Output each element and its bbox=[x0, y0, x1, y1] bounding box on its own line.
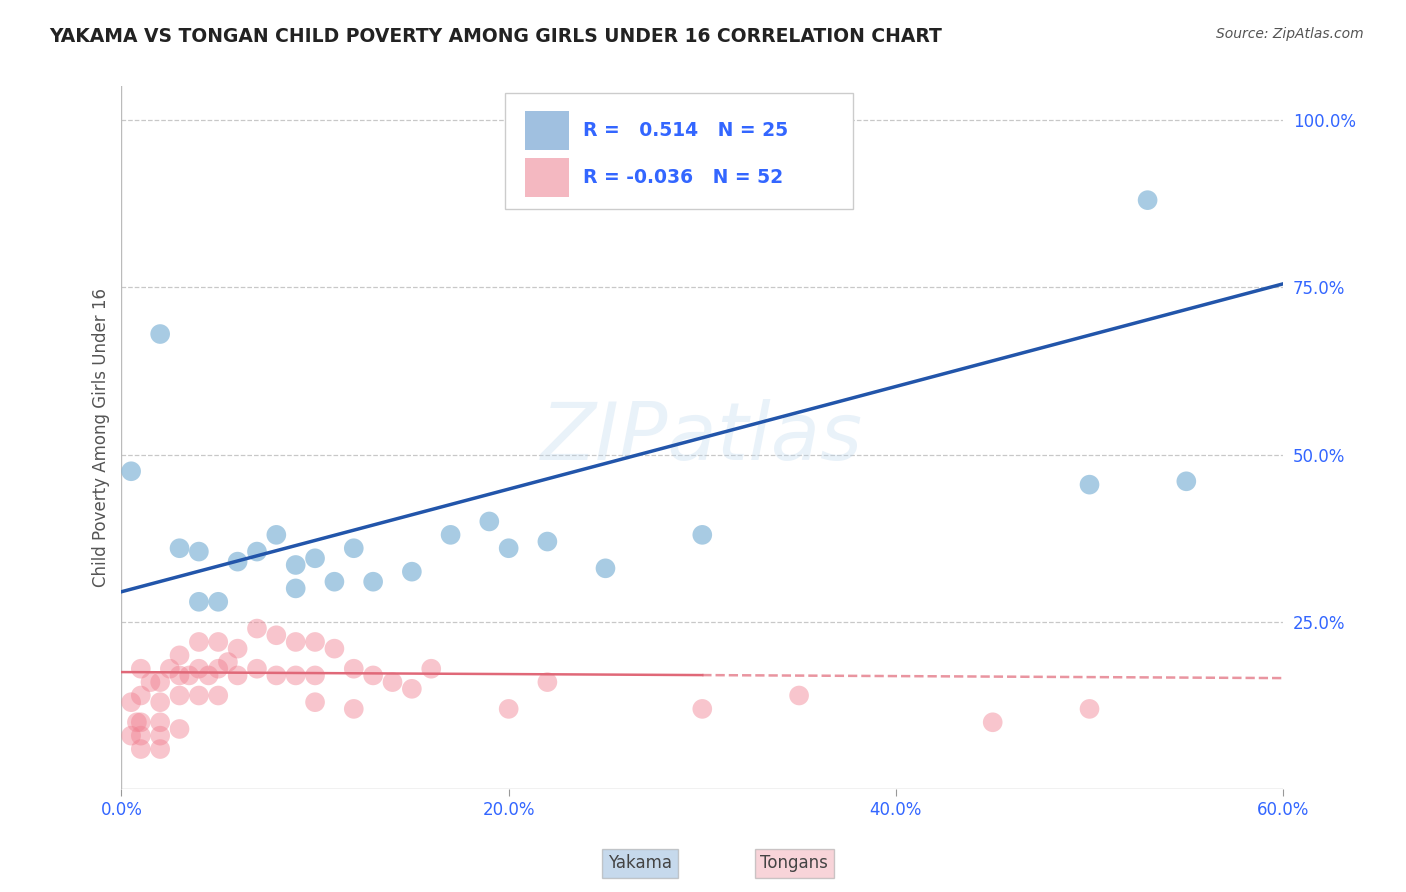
Text: YAKAMA VS TONGAN CHILD POVERTY AMONG GIRLS UNDER 16 CORRELATION CHART: YAKAMA VS TONGAN CHILD POVERTY AMONG GIR… bbox=[49, 27, 942, 45]
Point bbox=[343, 702, 366, 716]
Point bbox=[284, 558, 307, 572]
Point bbox=[217, 655, 239, 669]
Point bbox=[207, 635, 229, 649]
Point bbox=[169, 541, 191, 556]
Point bbox=[323, 574, 346, 589]
Text: Source: ZipAtlas.com: Source: ZipAtlas.com bbox=[1216, 27, 1364, 41]
Point bbox=[981, 715, 1004, 730]
Point bbox=[787, 689, 810, 703]
Point bbox=[129, 742, 152, 756]
Text: R =   0.514   N = 25: R = 0.514 N = 25 bbox=[582, 121, 787, 140]
Point bbox=[226, 555, 249, 569]
Point bbox=[401, 681, 423, 696]
Point bbox=[129, 662, 152, 676]
Point bbox=[149, 742, 172, 756]
Point bbox=[361, 574, 384, 589]
Point bbox=[343, 541, 366, 556]
Point bbox=[149, 729, 172, 743]
Point bbox=[284, 668, 307, 682]
Point bbox=[1175, 475, 1198, 489]
Text: R = -0.036   N = 52: R = -0.036 N = 52 bbox=[582, 169, 783, 187]
Point bbox=[187, 595, 209, 609]
Point bbox=[343, 662, 366, 676]
Point bbox=[187, 544, 209, 558]
Point bbox=[129, 729, 152, 743]
Point bbox=[478, 515, 501, 529]
Point bbox=[1078, 477, 1101, 491]
FancyBboxPatch shape bbox=[505, 94, 853, 210]
Point bbox=[120, 464, 142, 478]
Bar bbox=[524, 112, 568, 150]
Point bbox=[1136, 193, 1159, 207]
Point bbox=[1078, 702, 1101, 716]
Point bbox=[226, 641, 249, 656]
Point bbox=[129, 689, 152, 703]
Point bbox=[401, 565, 423, 579]
Point bbox=[266, 668, 288, 682]
Text: Yakama: Yakama bbox=[607, 855, 672, 872]
Point bbox=[169, 648, 191, 663]
Point bbox=[304, 668, 326, 682]
Point bbox=[139, 675, 162, 690]
Point bbox=[304, 635, 326, 649]
Point bbox=[361, 668, 384, 682]
Point bbox=[187, 662, 209, 676]
Point bbox=[690, 702, 713, 716]
Point bbox=[149, 715, 172, 730]
Point bbox=[207, 689, 229, 703]
Point bbox=[120, 695, 142, 709]
Point bbox=[536, 675, 558, 690]
Point bbox=[149, 326, 172, 341]
Point bbox=[420, 662, 443, 676]
Point bbox=[169, 668, 191, 682]
Point bbox=[266, 628, 288, 642]
Point bbox=[169, 722, 191, 736]
Point bbox=[381, 675, 404, 690]
Point bbox=[197, 668, 219, 682]
Point bbox=[690, 528, 713, 542]
Point bbox=[149, 675, 172, 690]
Point bbox=[536, 534, 558, 549]
Point bbox=[187, 689, 209, 703]
Point bbox=[159, 662, 181, 676]
Point bbox=[323, 641, 346, 656]
Point bbox=[246, 622, 269, 636]
Point bbox=[246, 544, 269, 558]
Y-axis label: Child Poverty Among Girls Under 16: Child Poverty Among Girls Under 16 bbox=[93, 288, 110, 587]
Point bbox=[498, 541, 520, 556]
Point bbox=[439, 528, 461, 542]
Point bbox=[125, 715, 148, 730]
Point bbox=[226, 668, 249, 682]
Point bbox=[595, 561, 617, 575]
Point bbox=[149, 695, 172, 709]
Point bbox=[120, 729, 142, 743]
Point bbox=[304, 695, 326, 709]
Point bbox=[246, 662, 269, 676]
Point bbox=[266, 528, 288, 542]
Bar bbox=[524, 159, 568, 197]
Point bbox=[187, 635, 209, 649]
Point bbox=[169, 689, 191, 703]
Text: Tongans: Tongans bbox=[761, 855, 828, 872]
Text: ZIPatlas: ZIPatlas bbox=[541, 399, 863, 477]
Point bbox=[284, 635, 307, 649]
Point bbox=[207, 595, 229, 609]
Point bbox=[129, 715, 152, 730]
Point bbox=[284, 582, 307, 596]
Point bbox=[179, 668, 201, 682]
Point bbox=[207, 662, 229, 676]
Point bbox=[498, 702, 520, 716]
Point bbox=[304, 551, 326, 566]
